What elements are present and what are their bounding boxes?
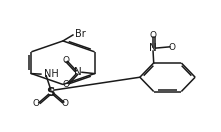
Text: O: O [62,56,69,65]
Text: O: O [149,31,156,40]
Text: O: O [61,99,69,109]
Text: N: N [74,67,82,77]
Text: O: O [62,80,69,89]
Text: O: O [33,99,40,109]
Text: Br: Br [75,29,86,39]
Text: N: N [149,43,156,53]
Text: NH: NH [44,69,58,79]
Text: S: S [46,86,55,99]
Text: O: O [169,43,176,52]
